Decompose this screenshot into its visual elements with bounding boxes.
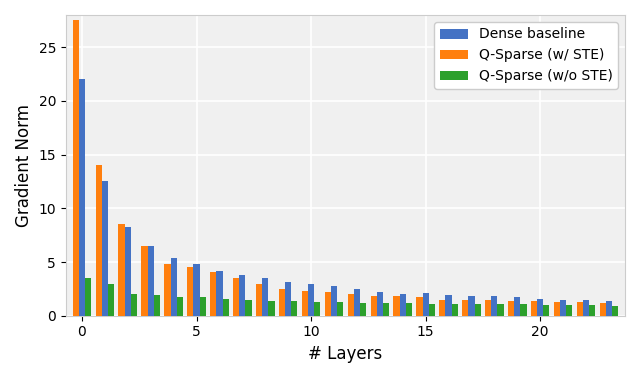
- Bar: [223, 299, 228, 316]
- Bar: [360, 303, 366, 316]
- Bar: [210, 272, 216, 316]
- Bar: [399, 294, 406, 316]
- X-axis label: # Layers: # Layers: [308, 345, 383, 363]
- Bar: [417, 297, 422, 316]
- Bar: [445, 295, 452, 316]
- Bar: [508, 301, 514, 316]
- Bar: [543, 305, 550, 316]
- Bar: [354, 289, 360, 316]
- Bar: [537, 299, 543, 316]
- Y-axis label: Gradient Norm: Gradient Norm: [15, 104, 33, 227]
- Bar: [497, 304, 504, 316]
- Bar: [118, 225, 125, 316]
- Bar: [148, 246, 154, 316]
- Bar: [612, 306, 618, 316]
- Bar: [216, 271, 223, 316]
- Bar: [422, 293, 429, 316]
- Bar: [154, 295, 160, 316]
- Bar: [566, 305, 572, 316]
- Bar: [348, 294, 354, 316]
- Bar: [308, 284, 314, 316]
- Bar: [170, 258, 177, 316]
- Bar: [125, 226, 131, 316]
- Bar: [606, 301, 612, 316]
- Bar: [514, 297, 520, 316]
- Bar: [95, 165, 102, 316]
- Bar: [193, 264, 200, 316]
- Bar: [377, 292, 383, 316]
- Bar: [268, 301, 275, 316]
- Bar: [79, 79, 85, 316]
- Bar: [233, 278, 239, 316]
- Bar: [324, 292, 331, 316]
- Bar: [177, 297, 183, 316]
- Bar: [429, 304, 435, 316]
- Bar: [589, 305, 595, 316]
- Bar: [577, 302, 583, 316]
- Bar: [256, 284, 262, 316]
- Bar: [188, 267, 193, 316]
- Bar: [85, 278, 92, 316]
- Bar: [560, 300, 566, 316]
- Bar: [468, 296, 475, 316]
- Legend: Dense baseline, Q-Sparse (w/ STE), Q-Sparse (w/o STE): Dense baseline, Q-Sparse (w/ STE), Q-Spa…: [434, 22, 618, 89]
- Bar: [554, 302, 560, 316]
- Bar: [291, 301, 298, 316]
- Bar: [452, 304, 458, 316]
- Bar: [262, 278, 268, 316]
- Bar: [331, 286, 337, 316]
- Bar: [302, 291, 308, 316]
- Bar: [164, 264, 170, 316]
- Bar: [406, 303, 412, 316]
- Bar: [600, 303, 606, 316]
- Bar: [520, 304, 527, 316]
- Bar: [245, 300, 252, 316]
- Bar: [383, 303, 389, 316]
- Bar: [108, 284, 114, 316]
- Bar: [285, 282, 291, 316]
- Bar: [73, 20, 79, 316]
- Bar: [239, 275, 245, 316]
- Bar: [531, 301, 537, 316]
- Bar: [439, 300, 445, 316]
- Bar: [102, 181, 108, 316]
- Bar: [462, 300, 468, 316]
- Bar: [371, 296, 377, 316]
- Bar: [475, 304, 481, 316]
- Bar: [279, 289, 285, 316]
- Bar: [337, 302, 343, 316]
- Bar: [583, 300, 589, 316]
- Bar: [314, 302, 321, 316]
- Bar: [131, 294, 137, 316]
- Bar: [394, 296, 399, 316]
- Bar: [200, 297, 206, 316]
- Bar: [492, 296, 497, 316]
- Bar: [141, 246, 148, 316]
- Bar: [485, 300, 492, 316]
